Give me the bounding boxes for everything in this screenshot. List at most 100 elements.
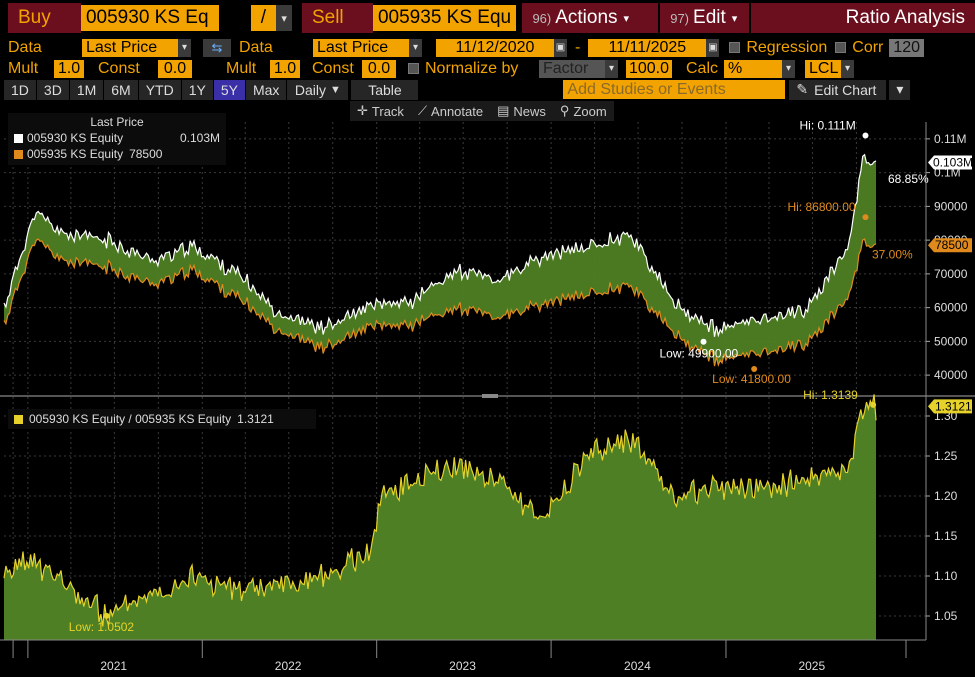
news-icon: ▤ bbox=[497, 103, 510, 118]
legend-title: Last Price bbox=[90, 115, 144, 129]
track-label: Track bbox=[371, 103, 404, 119]
y-tick-label-top: 70000 bbox=[934, 267, 968, 281]
low-marker-a bbox=[700, 338, 707, 345]
series-line-005935 bbox=[3, 238, 877, 368]
date-from-input[interactable]: 11/12/2020 bbox=[436, 38, 554, 57]
frequency-label: Daily bbox=[294, 81, 327, 98]
chart-options-dropdown[interactable]: ▾ bbox=[889, 79, 912, 100]
chevron-down-icon[interactable]: ▾ bbox=[782, 59, 795, 78]
zoom-tool[interactable]: ⚲ Zoom bbox=[553, 101, 614, 121]
const-input-1[interactable]: 0.0 bbox=[158, 59, 192, 78]
normalize-checkbox[interactable] bbox=[408, 63, 419, 74]
const-input-2[interactable]: 0.0 bbox=[362, 59, 396, 78]
period-button-1d[interactable]: 1D bbox=[4, 79, 37, 100]
legend-value-b: 78500 bbox=[129, 147, 163, 161]
series-line-005930 bbox=[3, 153, 877, 338]
operator-input[interactable]: / bbox=[250, 5, 277, 31]
last-value-a: 0.103M bbox=[933, 156, 973, 170]
period-button-1m[interactable]: 1M bbox=[69, 79, 105, 100]
ratio-chart[interactable]: 4000050000600007000080000900000.1M0.11MH… bbox=[0, 100, 975, 677]
legend-value-a: 0.103M bbox=[179, 131, 220, 145]
data-select-2[interactable]: Last Price bbox=[313, 38, 409, 57]
calendar-icon[interactable]: ▣ bbox=[706, 38, 720, 57]
x-axis-year-label: 2024 bbox=[624, 659, 651, 673]
mult-settings-row: Mult 1.0 Const 0.0 Mult 1.0 Const 0.0 No… bbox=[0, 58, 975, 79]
edit-menu[interactable]: 97) Edit ▾ bbox=[660, 3, 749, 33]
spread-fill-area bbox=[4, 154, 876, 367]
low-label-b: Low: 41800.00 bbox=[712, 372, 791, 386]
date-to-input[interactable]: 11/11/2025 bbox=[588, 38, 707, 57]
corr-checkbox[interactable] bbox=[835, 42, 847, 53]
chevron-down-icon[interactable]: ▾ bbox=[409, 38, 422, 57]
buy-ticker-input[interactable]: 005930 KS Eq bbox=[80, 5, 219, 31]
news-label: News bbox=[513, 103, 546, 119]
ratio-low-marker bbox=[103, 612, 110, 619]
period-button-6m[interactable]: 6M bbox=[104, 79, 139, 100]
corr-value-input[interactable]: 120 bbox=[889, 38, 925, 57]
edit-chart-label: Edit Chart bbox=[814, 81, 877, 98]
divider-handle[interactable] bbox=[482, 394, 498, 398]
corr-label: Corr bbox=[852, 38, 884, 56]
period-toolbar: 1D 3D 1M 6M YTD 1Y 5Y Max Daily ▼ Table Add Stu… bbox=[0, 79, 975, 100]
period-button-5y[interactable]: 5Y bbox=[213, 79, 246, 100]
annotate-icon: ⟋ bbox=[417, 103, 428, 118]
chevron-down-icon[interactable]: ▾ bbox=[841, 59, 854, 78]
period-button-1y[interactable]: 1Y bbox=[181, 79, 214, 100]
data-select-1[interactable]: Last Price bbox=[82, 38, 178, 57]
edit-chart-button[interactable]: ✎ Edit Chart bbox=[789, 79, 888, 100]
data-label-2: Data bbox=[239, 38, 273, 56]
mult-input-1[interactable]: 1.0 bbox=[54, 59, 84, 78]
last-value-ratio: 1.3121 bbox=[935, 399, 972, 413]
y-tick-label-bottom: 1.10 bbox=[934, 569, 958, 583]
pct-label-b: 37.00% bbox=[872, 248, 913, 262]
lcl-select[interactable]: LCL bbox=[805, 59, 841, 78]
data-label-1: Data bbox=[8, 38, 42, 56]
frequency-dropdown[interactable]: Daily ▼ bbox=[287, 79, 350, 100]
pct-label-a: 68.85% bbox=[888, 172, 929, 186]
chevron-down-icon: ▾ bbox=[623, 12, 630, 25]
actions-number: 96) bbox=[532, 10, 552, 26]
track-tool[interactable]: ✛ Track bbox=[350, 101, 411, 121]
calc-select[interactable]: % bbox=[724, 59, 782, 78]
normalize-value-input[interactable]: 100.0 bbox=[626, 59, 672, 78]
y-tick-label-top: 60000 bbox=[934, 301, 968, 315]
ratio-hi-marker bbox=[870, 401, 877, 408]
low-marker-b bbox=[751, 366, 758, 373]
normalize-label: Normalize by bbox=[425, 59, 519, 77]
hi-marker-a bbox=[862, 132, 869, 139]
sell-ticker-input[interactable]: 005935 KS Equ bbox=[372, 5, 517, 31]
y-tick-label-bottom: 1.05 bbox=[934, 609, 958, 623]
ratio-hi-label: Hi: 1.3139 bbox=[803, 388, 858, 402]
chevron-down-icon[interactable]: ▾ bbox=[178, 38, 191, 57]
chevron-down-icon[interactable]: ▾ bbox=[605, 59, 618, 78]
actions-menu[interactable]: 96) Actions ▾ bbox=[522, 3, 659, 33]
annotate-label: Annotate bbox=[431, 103, 484, 119]
ratio-line bbox=[3, 394, 877, 627]
y-tick-label-top: 90000 bbox=[934, 199, 968, 213]
x-axis-year-label: 2025 bbox=[798, 659, 825, 673]
period-button-max[interactable]: Max bbox=[245, 79, 288, 100]
mult-label-1: Mult bbox=[8, 59, 39, 77]
const-label-2: Const bbox=[312, 59, 354, 77]
period-button-3d[interactable]: 3D bbox=[36, 79, 70, 100]
table-button[interactable]: Table bbox=[351, 79, 420, 100]
buy-label: Buy bbox=[8, 3, 81, 33]
last-value-tag-b: 78500 bbox=[928, 238, 972, 253]
legend-item-a: 005930 KS Equity 0.103M bbox=[14, 131, 220, 145]
mult-input-2[interactable]: 1.0 bbox=[270, 59, 300, 78]
last-value-tag-ratio-bg bbox=[928, 399, 972, 414]
y-tick-label-top: 40000 bbox=[934, 368, 968, 382]
calendar-icon[interactable]: ▣ bbox=[554, 38, 567, 57]
add-studies-input[interactable]: Add Studies or Events bbox=[563, 80, 786, 99]
last-value-tag-b-bg bbox=[928, 238, 972, 253]
operator-dropdown[interactable]: ▾ bbox=[276, 5, 292, 31]
normalize-select[interactable]: Factor bbox=[539, 59, 605, 78]
regression-label: Regression bbox=[746, 38, 828, 56]
y-tick-label-bottom: 1.20 bbox=[934, 489, 958, 503]
hi-label-b: Hi: 86800.00 bbox=[787, 200, 855, 214]
regression-checkbox[interactable] bbox=[729, 42, 741, 53]
annotate-tool[interactable]: ⟋ Annotate bbox=[411, 101, 490, 121]
period-button-ytd[interactable]: YTD bbox=[138, 79, 182, 100]
swap-icon[interactable]: ⇆ bbox=[203, 38, 231, 57]
news-tool[interactable]: ▤ News bbox=[490, 101, 553, 121]
